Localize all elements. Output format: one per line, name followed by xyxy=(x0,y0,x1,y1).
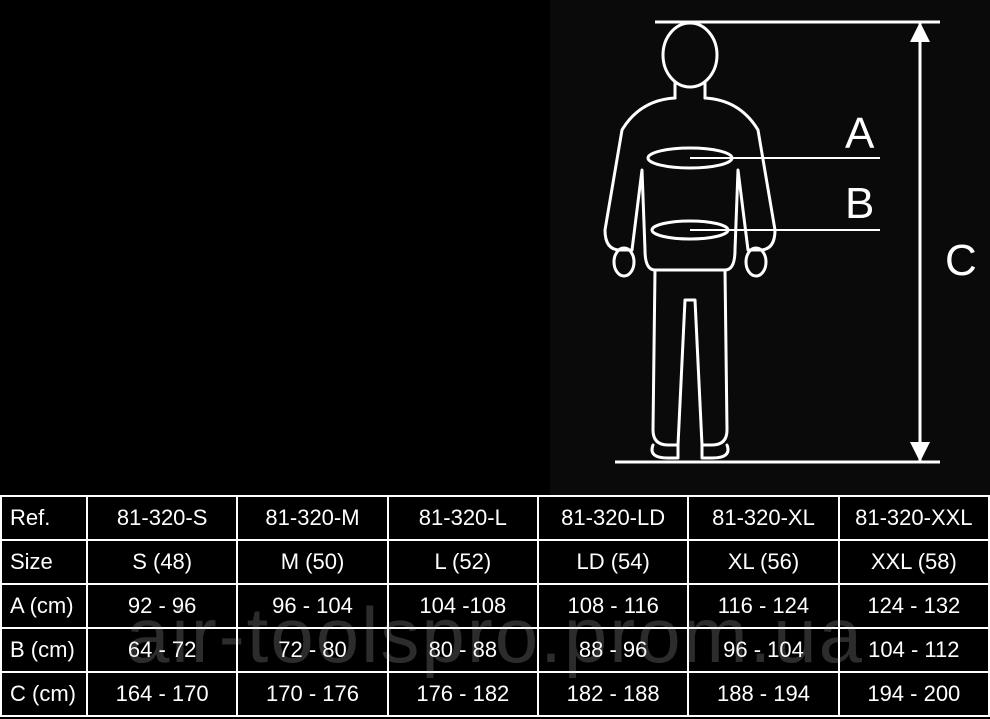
cell: 116 - 124 xyxy=(688,584,838,628)
cell: 80 - 88 xyxy=(388,628,538,672)
cell: 164 - 170 xyxy=(87,672,237,716)
table-row: Ref. 81-320-S 81-320-M 81-320-L 81-320-L… xyxy=(1,496,989,540)
cell: 104 - 112 xyxy=(839,628,989,672)
cell: 81-320-M xyxy=(237,496,387,540)
row-label: C (cm) xyxy=(1,672,87,716)
row-label: Size xyxy=(1,540,87,584)
body-svg: A B C xyxy=(550,0,990,495)
cell: XXL (58) xyxy=(839,540,989,584)
cell: 108 - 116 xyxy=(538,584,688,628)
table-row: A (cm) 92 - 96 96 - 104 104 -108 108 - 1… xyxy=(1,584,989,628)
label-A: A xyxy=(845,109,875,158)
size-table: Ref. 81-320-S 81-320-M 81-320-L 81-320-L… xyxy=(0,495,990,717)
row-label: A (cm) xyxy=(1,584,87,628)
cell: 96 - 104 xyxy=(688,628,838,672)
cell: 176 - 182 xyxy=(388,672,538,716)
cell: 170 - 176 xyxy=(237,672,387,716)
table-row: C (cm) 164 - 170 170 - 176 176 - 182 182… xyxy=(1,672,989,716)
cell: L (52) xyxy=(388,540,538,584)
cell: LD (54) xyxy=(538,540,688,584)
cell: 72 - 80 xyxy=(237,628,387,672)
cell: 81-320-S xyxy=(87,496,237,540)
cell: 81-320-L xyxy=(388,496,538,540)
table-row: Size S (48) M (50) L (52) LD (54) XL (56… xyxy=(1,540,989,584)
body-measurement-diagram: A B C xyxy=(550,0,990,495)
cell: XL (56) xyxy=(688,540,838,584)
row-label: Ref. xyxy=(1,496,87,540)
cell: 182 - 188 xyxy=(538,672,688,716)
cell: 104 -108 xyxy=(388,584,538,628)
cell: 194 - 200 xyxy=(839,672,989,716)
cell: 124 - 132 xyxy=(839,584,989,628)
cell: M (50) xyxy=(237,540,387,584)
cell: 96 - 104 xyxy=(237,584,387,628)
row-label: B (cm) xyxy=(1,628,87,672)
cell: 88 - 96 xyxy=(538,628,688,672)
cell: S (48) xyxy=(87,540,237,584)
cell: 92 - 96 xyxy=(87,584,237,628)
table-row: B (cm) 64 - 72 72 - 80 80 - 88 88 - 96 9… xyxy=(1,628,989,672)
label-B: B xyxy=(845,179,874,228)
cell: 188 - 194 xyxy=(688,672,838,716)
label-C: C xyxy=(945,236,977,285)
cell: 81-320-XL xyxy=(688,496,838,540)
cell: 81-320-LD xyxy=(538,496,688,540)
cell: 81-320-XXL xyxy=(839,496,989,540)
cell: 64 - 72 xyxy=(87,628,237,672)
